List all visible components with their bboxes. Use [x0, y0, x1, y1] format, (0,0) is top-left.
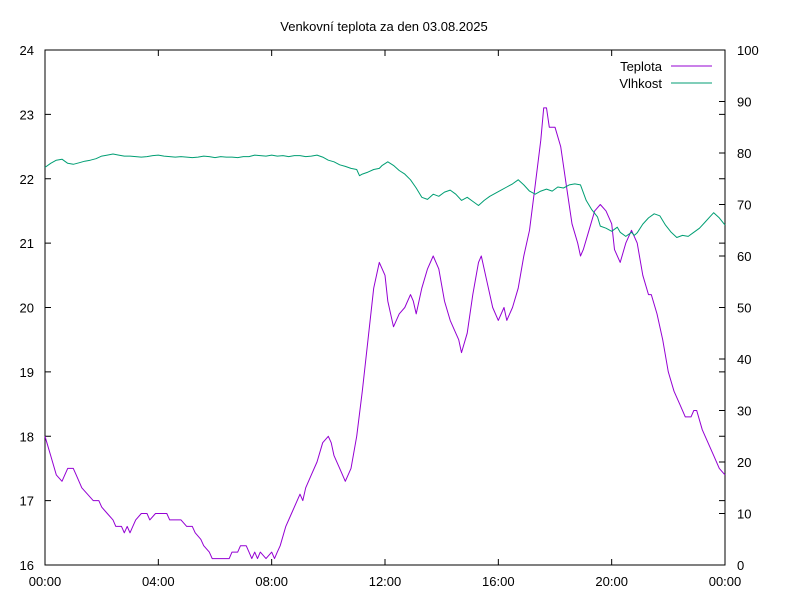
left-tick-label: 23 — [20, 107, 34, 122]
x-tick-label: 08:00 — [255, 574, 288, 589]
left-tick-label: 20 — [20, 301, 34, 316]
x-tick-label: 16:00 — [482, 574, 515, 589]
right-tick-label: 50 — [737, 301, 751, 316]
right-y-axis: 0 10 20 30 40 50 60 70 80 90 100 — [719, 43, 759, 573]
legend-label-vlhkost: Vlhkost — [619, 76, 662, 91]
right-tick-label: 60 — [737, 249, 751, 264]
x-axis: 00:00 04:00 08:00 12:00 16:00 20:00 00:00 — [29, 50, 742, 589]
legend: Teplota Vlhkost — [619, 59, 712, 91]
right-tick-label: 0 — [737, 558, 744, 573]
x-tick-label: 12:00 — [369, 574, 402, 589]
legend-label-teplota: Teplota — [620, 59, 663, 74]
left-tick-label: 21 — [20, 236, 34, 251]
series-group — [44, 107, 726, 560]
right-tick-label: 70 — [737, 198, 751, 213]
plot-area-frame — [44, 49, 726, 566]
left-tick-label: 16 — [20, 558, 34, 573]
right-tick-label: 100 — [737, 43, 759, 58]
left-tick-label: 22 — [20, 172, 34, 187]
chart-title: Venkovní teplota za den 03.08.2025 — [280, 19, 487, 34]
right-tick-label: 10 — [737, 507, 751, 522]
left-tick-label: 24 — [20, 43, 34, 58]
right-tick-label: 40 — [737, 352, 751, 367]
x-tick-label: 00:00 — [29, 574, 62, 589]
right-tick-label: 80 — [737, 146, 751, 161]
series-line-vlhkost — [44, 153, 726, 238]
right-tick-label: 30 — [737, 404, 751, 419]
right-tick-label: 90 — [737, 95, 751, 110]
left-tick-label: 19 — [20, 365, 34, 380]
left-y-axis: 16 17 18 19 20 21 22 23 24 — [20, 43, 725, 573]
x-tick-label: 04:00 — [142, 574, 175, 589]
x-tick-label: 00:00 — [709, 574, 742, 589]
right-tick-label: 20 — [737, 455, 751, 470]
x-tick-label: 20:00 — [595, 574, 628, 589]
series-line-teplota — [44, 107, 726, 560]
left-tick-label: 17 — [20, 494, 34, 509]
left-tick-label: 18 — [20, 429, 34, 444]
